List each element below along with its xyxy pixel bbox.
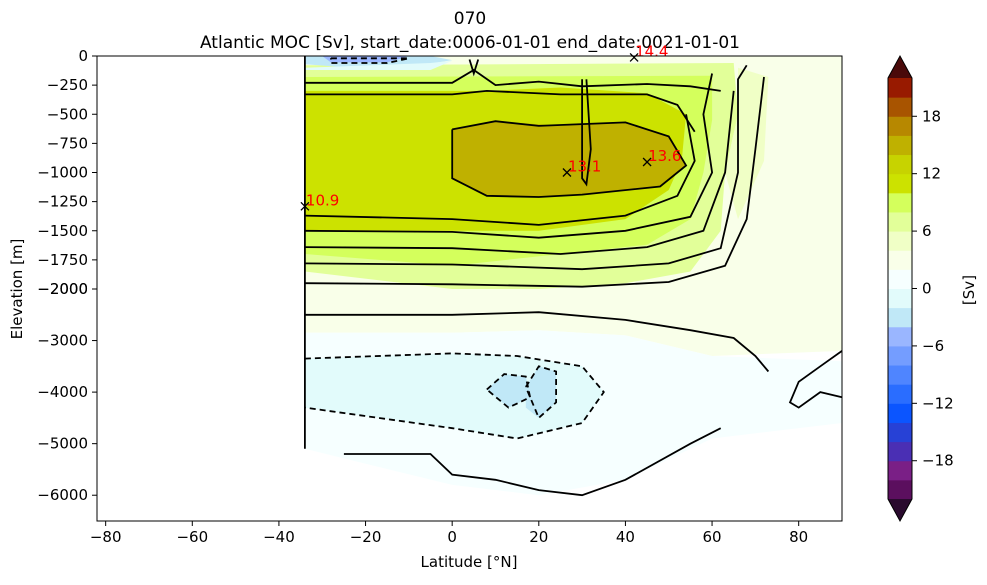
x-axis-label: Latitude [°N]	[421, 553, 518, 571]
contour-band-12	[304, 60, 453, 70]
y-tick-label-5: −1250	[37, 193, 88, 211]
y-tick-label-9: −2000	[37, 280, 88, 298]
colorbar-segment-1	[888, 460, 912, 481]
x-tick-label-8: 80	[789, 528, 808, 546]
colorbar-segment-0	[888, 479, 912, 500]
y-tick-label-13: −6000	[37, 486, 88, 504]
x-tick-label-3: −20	[350, 528, 382, 546]
contour-line-1	[304, 89, 696, 133]
colorbar-segment-8	[888, 326, 912, 347]
contour-line-0	[304, 68, 721, 92]
contour-line-17	[468, 59, 480, 77]
colorbar-segment-19	[888, 116, 912, 136]
contour-line-11	[486, 373, 532, 409]
colorbar-segment-16	[888, 173, 912, 194]
colorbar-segment-18	[888, 135, 912, 156]
y-tick-label-12: −5000	[37, 435, 88, 453]
colorbar-segment-9	[888, 307, 912, 328]
x-tick-label-5: 20	[529, 528, 548, 546]
contour-band-3	[486, 374, 531, 408]
max-label-0: 14.4	[635, 42, 668, 60]
contour-line-15	[343, 427, 722, 497]
max-marker-1	[562, 168, 572, 177]
y-tick-label-6: −1500	[37, 222, 88, 240]
contour-line-3	[304, 114, 696, 226]
x-tick-label-4: 0	[447, 528, 457, 546]
contour-line-5	[304, 90, 735, 255]
x-tick-label-2: −40	[263, 528, 295, 546]
contour-fill	[304, 56, 842, 496]
y-tick-label-7: −1750	[37, 251, 88, 269]
colorbar-segment-17	[888, 154, 912, 175]
colorbar-tick-label-3: 0	[922, 280, 932, 298]
y-tick-label-3: −750	[47, 134, 88, 152]
max-label-1: 13.1	[568, 158, 601, 176]
colorbar-segment-12	[888, 250, 912, 270]
colorbar-tick-label-2: 6	[922, 222, 932, 240]
y-tick-label-10: −3000	[37, 332, 88, 350]
chart-title: 070	[454, 9, 486, 29]
colorbar-segment-6	[888, 365, 912, 385]
colorbar-label: [Sv]	[960, 275, 978, 305]
y-tick-label-0: 0	[78, 47, 88, 65]
colorbar-segment-20	[888, 97, 912, 117]
contour-band-9	[452, 121, 687, 197]
contour-line-10	[304, 352, 605, 440]
contour-line-6	[304, 64, 748, 271]
max-label-3: 10.9	[306, 191, 339, 209]
y-tick-label-2: −500	[47, 105, 88, 123]
contour-line-12	[524, 365, 557, 420]
contour-line-2	[451, 120, 688, 198]
max-marker-0	[629, 52, 639, 62]
x-tick-label-7: 60	[703, 528, 722, 546]
contour-line-16	[581, 79, 592, 187]
x-tick-label-0: −80	[90, 528, 122, 546]
y-axis-ticks: 0−250−500−750−1000−1250−1500−1750−2000−2…	[37, 47, 97, 504]
contour-line-8	[304, 311, 770, 373]
colorbar-segment-15	[888, 192, 912, 213]
colorbar-outline	[887, 54, 913, 523]
y-tick-label-8: −2000	[37, 280, 88, 298]
colorbar-segment-5	[888, 384, 912, 404]
x-tick-label-1: −60	[176, 528, 208, 546]
colorbar-segment-11	[888, 269, 912, 289]
colorbar-extend-max	[888, 56, 912, 78]
colorbar-tick-label-5: −12	[922, 394, 954, 412]
x-tick-label-6: 40	[616, 528, 635, 546]
colorbar-segment-21	[888, 78, 912, 98]
y-tick-label-4: −1000	[37, 164, 88, 182]
colorbar-tick-label-6: −18	[922, 452, 954, 470]
chart-subtitle: Atlantic MOC [Sv], start_date:0006-01-01…	[200, 33, 740, 53]
colorbar-tick-label-1: 12	[922, 165, 941, 183]
colorbar-segment-4	[888, 403, 912, 423]
max-label-2: 13.6	[648, 147, 681, 165]
contour-lines	[303, 56, 843, 497]
y-tick-label-1: −250	[47, 76, 88, 94]
colorbar-segment-7	[888, 345, 912, 366]
y-tick-label-11: −4000	[37, 383, 88, 401]
colorbar: 18 12 6 0 −6 −12 −18	[887, 54, 954, 523]
colorbar-segment-3	[888, 422, 912, 443]
colorbar-extend-min	[888, 499, 912, 521]
colorbar-segment-2	[888, 441, 912, 462]
max-marker-3	[300, 201, 310, 211]
colorbar-segment-10	[888, 288, 912, 309]
colorbar-segment-13	[888, 231, 912, 251]
contour-line-4	[304, 73, 714, 239]
colorbar-tick-label-0: 18	[922, 107, 941, 125]
colorbar-tick-label-4: −6	[922, 337, 944, 355]
contour-line-13	[329, 57, 410, 64]
x-axis-ticks: −80 −60 −40 −20 0 20 40 60 80	[90, 521, 808, 546]
colorbar-segment-14	[888, 211, 912, 232]
max-marker-2	[642, 157, 652, 167]
contour-line-9	[788, 350, 843, 409]
contour-line-7	[304, 76, 765, 288]
y-axis-label: Elevation [m]	[8, 239, 26, 340]
